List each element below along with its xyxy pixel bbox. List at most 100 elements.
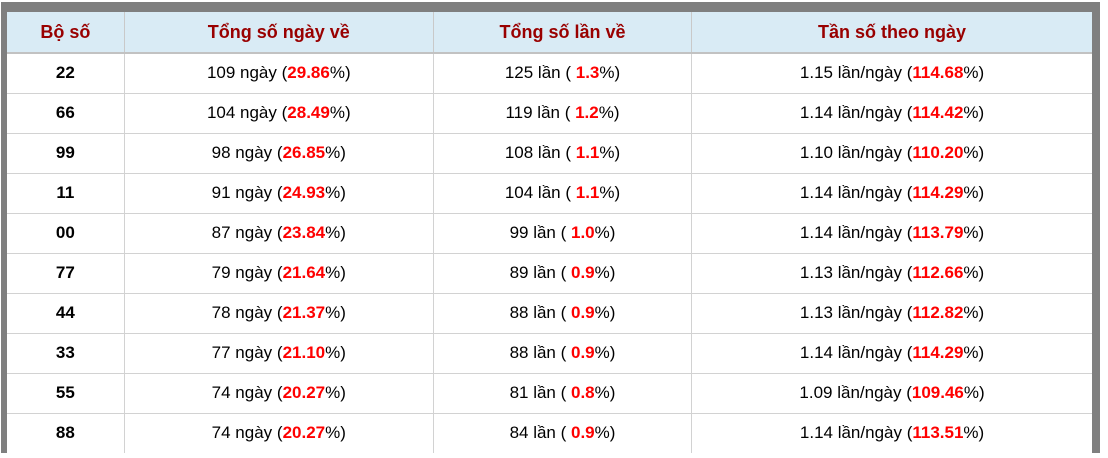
times-percent-highlight: 0.9 — [571, 303, 595, 322]
pair-cell: 11 — [7, 173, 125, 214]
freq-suffix: %) — [963, 303, 985, 322]
table-row: 55 74 ngày (20.27%) 81 lần ( 0.8%) 1.09 … — [7, 373, 1092, 414]
times-percent-highlight: 0.9 — [571, 343, 595, 362]
freq-suffix: %) — [963, 343, 985, 362]
freq-suffix: %) — [963, 423, 985, 443]
freq-text: 1.15 lần/ngày ( — [799, 63, 913, 83]
days-text: 87 ngày ( — [211, 223, 283, 242]
times-cell: 99 lần ( 1.0%) — [433, 213, 693, 254]
days-suffix: %) — [325, 263, 346, 282]
column-header-pair: Bộ số — [7, 12, 125, 54]
days-suffix: %) — [329, 63, 351, 83]
days-cell: 98 ngày (26.85%) — [124, 133, 434, 174]
times-text: 104 lần ( — [504, 183, 576, 202]
pair-cell: 00 — [7, 213, 125, 254]
times-cell: 88 lần ( 0.9%) — [433, 333, 693, 374]
times-text: 84 lần ( — [509, 423, 571, 443]
days-percent-highlight: 28.49 — [287, 103, 330, 122]
days-suffix: %) — [329, 103, 351, 122]
freq-cell: 1.14 lần/ngày (113.51%) — [691, 413, 1092, 453]
stats-table-frame: Bộ số Tổng số ngày về Tổng số lần về Tần… — [1, 2, 1100, 453]
freq-text: 1.10 lần/ngày ( — [799, 143, 913, 162]
days-text: 74 ngày ( — [211, 383, 283, 402]
days-suffix: %) — [325, 143, 346, 162]
times-percent-highlight: 0.9 — [571, 423, 595, 443]
times-cell: 84 lần ( 0.9%) — [433, 413, 693, 453]
times-suffix: %) — [599, 143, 621, 162]
freq-cell: 1.10 lần/ngày (110.20%) — [691, 133, 1092, 174]
times-suffix: %) — [594, 223, 616, 242]
times-text: 108 lần ( — [504, 143, 576, 162]
table-row: 33 77 ngày (21.10%) 88 lần ( 0.9%) 1.14 … — [7, 333, 1092, 374]
days-cell: 74 ngày (20.27%) — [124, 413, 434, 453]
times-cell: 108 lần ( 1.1%) — [433, 133, 693, 174]
times-text: 81 lần ( — [509, 383, 571, 402]
times-percent-highlight: 1.3 — [575, 63, 600, 83]
freq-percent-highlight: 113.79 — [912, 223, 964, 242]
freq-percent-highlight: 109.46 — [911, 383, 964, 402]
times-cell: 89 lần ( 0.9%) — [433, 253, 693, 294]
times-percent-highlight: 0.8 — [571, 383, 595, 402]
times-text: 119 lần ( — [505, 103, 576, 122]
days-suffix: %) — [325, 303, 346, 322]
freq-cell: 1.15 lần/ngày (114.68%) — [691, 53, 1092, 94]
freq-cell: 1.14 lần/ngày (113.79%) — [691, 213, 1092, 254]
pair-cell: 22 — [7, 53, 125, 94]
pair-cell: 66 — [7, 93, 125, 134]
freq-suffix: %) — [963, 143, 985, 162]
days-cell: 87 ngày (23.84%) — [124, 213, 434, 254]
times-suffix: %) — [594, 383, 616, 402]
days-percent-highlight: 23.84 — [282, 223, 326, 242]
days-percent-highlight: 21.37 — [282, 303, 326, 322]
times-suffix: %) — [599, 63, 621, 83]
times-text: 125 lần ( — [504, 63, 576, 83]
days-percent-highlight: 20.27 — [282, 423, 326, 443]
days-percent-highlight: 20.27 — [282, 383, 326, 402]
freq-text: 1.13 lần/ngày ( — [799, 263, 913, 282]
freq-cell: 1.13 lần/ngày (112.66%) — [691, 253, 1092, 294]
times-suffix: %) — [594, 423, 616, 443]
column-header-days: Tổng số ngày về — [124, 12, 434, 54]
days-cell: 104 ngày (28.49%) — [124, 93, 434, 134]
days-cell: 74 ngày (20.27%) — [124, 373, 434, 414]
freq-suffix: %) — [963, 183, 985, 202]
pair-cell: 44 — [7, 293, 125, 334]
table-row: 77 79 ngày (21.64%) 89 lần ( 0.9%) 1.13 … — [7, 253, 1092, 294]
freq-percent-highlight: 114.29 — [912, 183, 964, 202]
column-header-freq: Tần số theo ngày — [691, 12, 1092, 54]
pair-cell: 88 — [7, 413, 125, 453]
times-cell: 81 lần ( 0.8%) — [433, 373, 693, 414]
days-text: 77 ngày ( — [211, 343, 283, 362]
days-cell: 78 ngày (21.37%) — [124, 293, 434, 334]
days-text: 78 ngày ( — [211, 303, 283, 322]
times-text: 88 lần ( — [509, 303, 571, 322]
days-cell: 91 ngày (24.93%) — [124, 173, 434, 214]
freq-suffix: %) — [963, 103, 985, 122]
times-text: 99 lần ( — [509, 223, 571, 242]
days-text: 104 ngày ( — [206, 103, 288, 122]
table-row: 66 104 ngày (28.49%) 119 lần ( 1.2%) 1.1… — [7, 93, 1092, 134]
pair-cell: 33 — [7, 333, 125, 374]
days-percent-highlight: 21.64 — [282, 263, 326, 282]
table-row: 99 98 ngày (26.85%) 108 lần ( 1.1%) 1.10… — [7, 133, 1092, 174]
freq-percent-highlight: 110.20 — [912, 143, 964, 162]
times-text: 88 lần ( — [509, 343, 571, 362]
freq-suffix: %) — [963, 223, 985, 242]
times-suffix: %) — [598, 103, 620, 122]
freq-text: 1.14 lần/ngày ( — [799, 343, 913, 362]
column-header-times: Tổng số lần về — [433, 12, 693, 54]
days-suffix: %) — [325, 343, 346, 362]
days-cell: 79 ngày (21.64%) — [124, 253, 434, 294]
times-percent-highlight: 0.9 — [571, 263, 595, 282]
freq-cell: 1.14 lần/ngày (114.42%) — [691, 93, 1092, 134]
days-percent-highlight: 21.10 — [282, 343, 326, 362]
freq-text: 1.14 lần/ngày ( — [799, 223, 913, 242]
freq-percent-highlight: 112.66 — [912, 263, 964, 282]
table-body: 22 109 ngày (29.86%) 125 lần ( 1.3%) 1.1… — [7, 53, 1092, 453]
days-text: 74 ngày ( — [211, 423, 283, 443]
freq-text: 1.14 lần/ngày ( — [799, 423, 913, 443]
table-row: 88 74 ngày (20.27%) 84 lần ( 0.9%) 1.14 … — [7, 413, 1092, 453]
header-row: Bộ số Tổng số ngày về Tổng số lần về Tần… — [7, 12, 1092, 54]
times-percent-highlight: 1.1 — [575, 143, 600, 162]
freq-cell: 1.09 lần/ngày (109.46%) — [691, 373, 1092, 414]
